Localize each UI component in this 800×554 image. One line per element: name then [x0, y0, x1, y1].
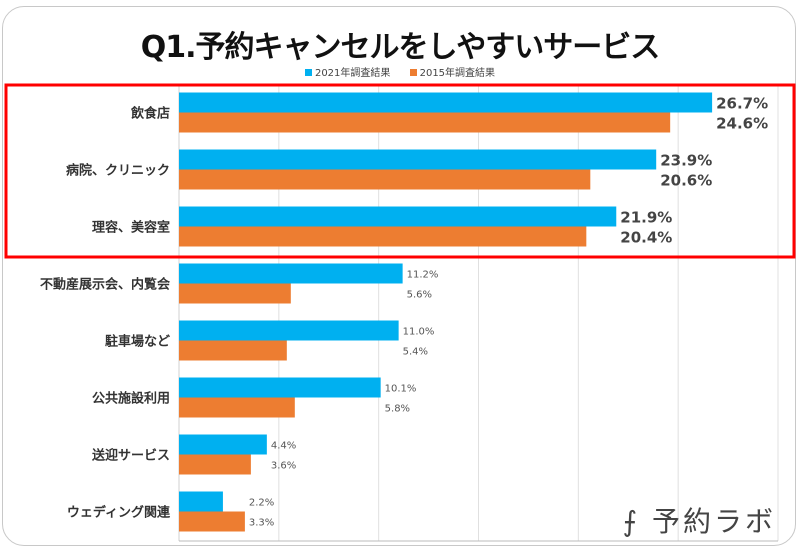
legend-item-2015: 2015年調査結果 — [409, 68, 495, 79]
data-label: 11.2% — [407, 270, 439, 281]
bar-2021 — [179, 491, 223, 512]
data-label: 4.4% — [271, 441, 296, 452]
bar-2021 — [179, 206, 617, 227]
bar-2015 — [179, 283, 291, 304]
bar-2021 — [179, 377, 381, 398]
data-label: 3.3% — [249, 518, 274, 529]
data-label: 23.9% — [660, 152, 712, 170]
category-label: 理容、美容室 — [92, 220, 170, 236]
data-label: 5.8% — [385, 404, 410, 415]
category-label: 公共施設利用 — [92, 391, 170, 407]
bar-2015 — [179, 454, 251, 475]
data-label: 21.9% — [620, 209, 672, 227]
bar-2021 — [179, 434, 267, 455]
legend: 2021年調査結果 2015年調査結果 — [0, 64, 800, 79]
data-label: 5.6% — [407, 290, 432, 301]
category-label: ウェディング関連 — [67, 505, 171, 521]
bar-2021 — [179, 320, 399, 341]
category-label: 飲食店 — [130, 106, 170, 122]
data-label: 24.6% — [716, 115, 768, 133]
data-label: 20.4% — [620, 229, 672, 247]
bar-2021 — [179, 92, 713, 113]
category-label: 病院、クリニック — [66, 163, 170, 179]
data-label: 26.7% — [716, 95, 768, 113]
data-label: 20.6% — [660, 172, 712, 190]
data-label: 3.6% — [271, 461, 296, 472]
data-label: 11.0% — [403, 327, 435, 338]
bar-2021 — [179, 263, 403, 284]
bar-2015 — [179, 511, 245, 532]
bar-2015 — [179, 169, 591, 190]
category-label: 駐車場など — [105, 334, 170, 350]
logo: ⨍ 予約ラボ — [622, 505, 776, 538]
data-label: 2.2% — [249, 498, 274, 509]
category-label: 送迎サービス — [91, 448, 170, 464]
chart-title: Q1.予約キャンセルをしやすいサービス — [140, 30, 660, 65]
data-label: 5.4% — [403, 347, 428, 358]
legend-item-2021: 2021年調査結果 — [304, 68, 390, 79]
bar-2015 — [179, 340, 287, 361]
highlight-box — [4, 83, 796, 259]
data-label: 10.1% — [385, 384, 417, 395]
category-label: 不動産展示会、内覧会 — [40, 277, 171, 293]
bar-2015 — [179, 112, 671, 133]
bar-2015 — [179, 226, 587, 247]
bar-2015 — [179, 397, 295, 418]
bar-2021 — [179, 149, 657, 170]
